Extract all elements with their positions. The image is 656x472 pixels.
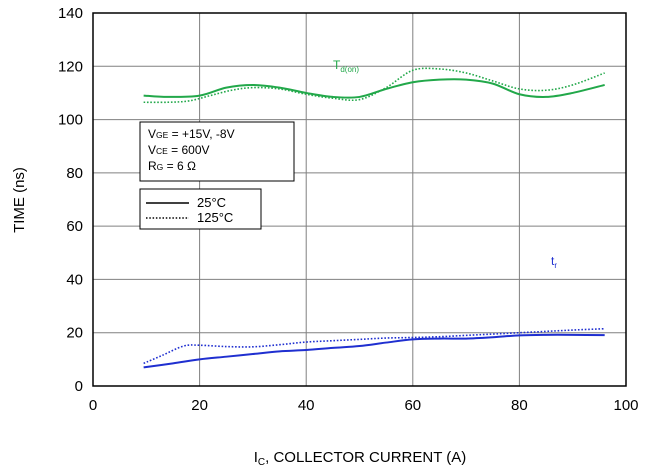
x-tick-label: 100 <box>613 397 638 414</box>
series-tr-25c <box>143 333 605 369</box>
y-tick-label: 0 <box>75 378 83 395</box>
tdon-label-sub: d(on) <box>340 65 359 74</box>
tr-label-sub: r <box>554 261 557 270</box>
y-tick-label: 140 <box>58 5 83 22</box>
x-tick-label: 60 <box>404 397 421 414</box>
vge-value: = +15V, -8V <box>168 127 234 141</box>
tr-label-main: t <box>551 254 555 268</box>
tdon-label-main: T <box>333 58 341 72</box>
legend-box <box>139 188 262 230</box>
y-tick-label: 60 <box>66 218 83 235</box>
legend-label-125c: 125°C <box>197 210 233 225</box>
x-tick-label: 80 <box>511 397 528 414</box>
series-tdon-125c <box>143 67 605 104</box>
condition-vce: VCE = 600V <box>148 143 210 157</box>
y-axis-label: TIME (ns) <box>11 167 28 233</box>
axis-tick-labels: 0 20 40 60 80 100 0 20 40 60 80 100 120 140 <box>58 5 639 414</box>
x-axis-label: IC, COLLECTOR CURRENT (A) <box>254 449 467 468</box>
tdon-label: Td(on) <box>333 58 359 74</box>
x-tick-label: 40 <box>298 397 315 414</box>
condition-vge: VGE = +15V, -8V <box>148 127 235 141</box>
rg-subscript: G <box>157 162 164 172</box>
x-axis-label-sub: C <box>258 457 265 468</box>
x-axis-label-rest: , COLLECTOR CURRENT (A) <box>265 449 466 466</box>
y-tick-label: 20 <box>66 325 83 342</box>
y-tick-label: 100 <box>58 112 83 129</box>
vce-value: = 600V <box>168 143 210 157</box>
vce-subscript: CE <box>156 146 168 156</box>
legend-label-25c: 25°C <box>197 195 226 210</box>
conditions-box <box>139 121 295 182</box>
series-tdon-25c <box>143 78 605 99</box>
x-axis-label-main: I <box>254 449 258 466</box>
x-tick-label: 20 <box>191 397 208 414</box>
rg-value: = 6 Ω <box>163 159 196 173</box>
vge-subscript: GE <box>156 130 169 140</box>
x-tick-label: 0 <box>89 397 97 414</box>
y-tick-label: 120 <box>58 58 83 75</box>
y-tick-label: 40 <box>66 271 83 288</box>
tr-label: tr <box>551 254 557 270</box>
condition-rg: RG = 6 Ω <box>148 159 196 173</box>
data-series <box>143 67 605 369</box>
plot-frame <box>92 12 627 387</box>
y-tick-label: 80 <box>66 165 83 182</box>
